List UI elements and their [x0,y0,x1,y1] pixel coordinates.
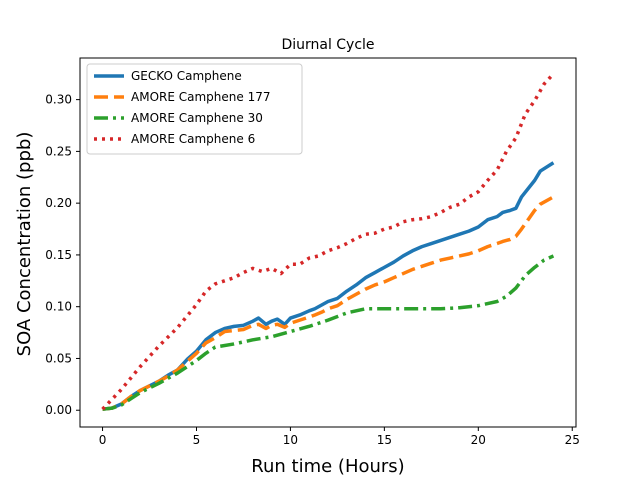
x-tick-label-2: 10 [283,433,298,447]
y-tick-label-5: 0.25 [45,144,72,158]
plot-frame [79,57,577,428]
x-tick-label-0: 0 [99,433,107,447]
series-line-2 [102,195,555,411]
y-axis-label: SOA Concentration (ppb) [14,132,35,357]
y-tick-label-3: 0.15 [45,248,72,262]
x-tick-label-3: 15 [377,433,392,447]
y-tick-label-1: 0.05 [45,351,72,365]
legend-label-2: AMORE Camphene 177 [131,90,270,104]
legend-label-1: GECKO Camphene [131,69,242,83]
axes-layer: 0 5 10 15 20 25 0.00 0.05 0.10 0.15 0.20 0.25 0.30 [45,57,580,447]
series-line-4 [101,72,555,411]
legend-label-3: AMORE Camphene 30 [131,111,263,125]
chart-title: Diurnal Cycle [281,37,374,53]
legend-label-4: AMORE Camphene 6 [131,132,255,146]
x-tick-label-5: 25 [565,433,580,447]
x-tick-label-1: 5 [193,433,201,447]
x-tick-label-4: 20 [471,433,486,447]
x-axis-label: Run time (Hours) [251,456,404,477]
series-line-3 [102,254,555,411]
y-tick-label-6: 0.30 [45,93,72,107]
series-layer [101,72,555,411]
legend: GECKO Camphene AMORE Camphene 177 AMORE Ca… [86,63,303,155]
legend-box [86,63,303,155]
y-tick-label-2: 0.10 [45,300,72,314]
y-tick-label-4: 0.20 [45,196,72,210]
y-tick-label-0: 0.00 [45,403,72,417]
